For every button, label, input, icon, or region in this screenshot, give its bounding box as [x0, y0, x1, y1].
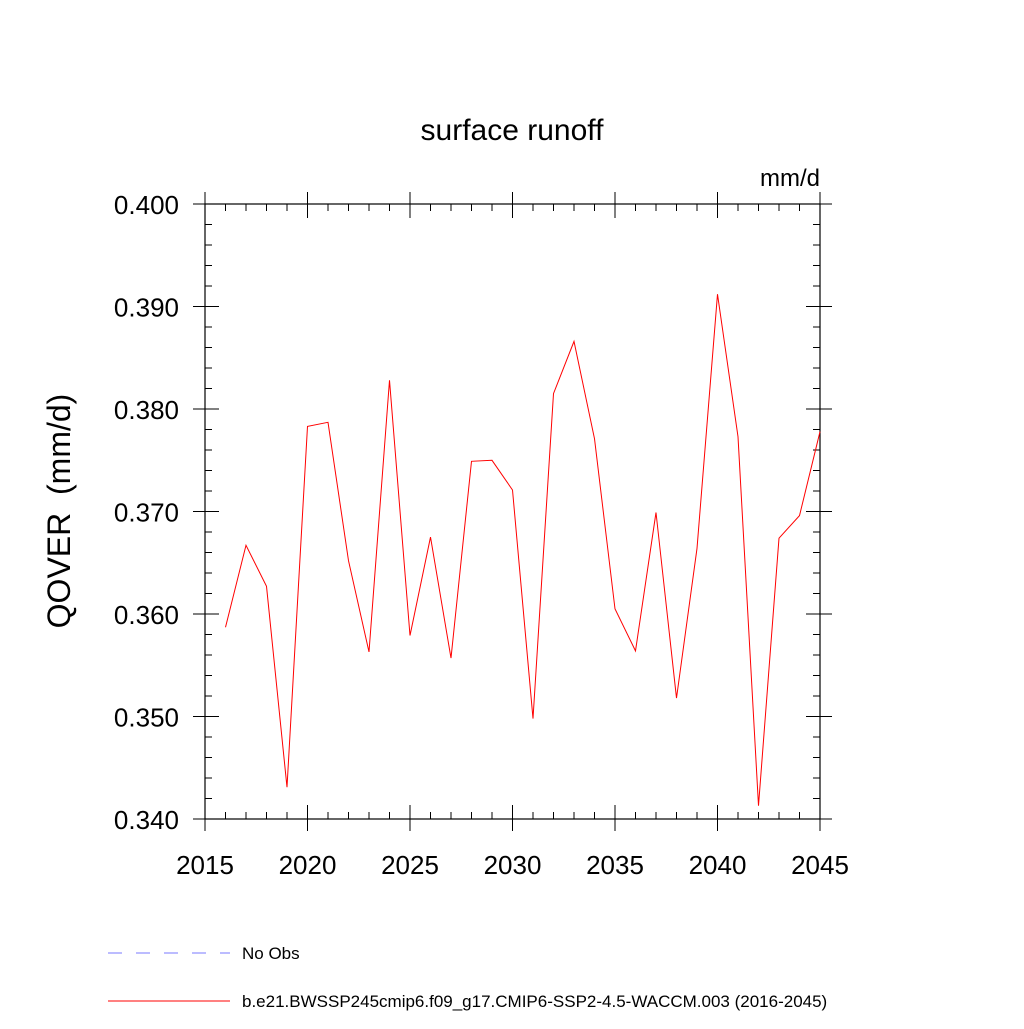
x-tick-label: 2025 [381, 850, 439, 880]
legend-label-obs: No Obs [242, 944, 300, 963]
plot-frame [205, 204, 820, 819]
axis-tick-labels: 2015 2020 2025 2030 2035 2040 2045 0.340 0.350 0.… [114, 190, 849, 880]
axis-ticks [193, 192, 832, 831]
series-line [226, 294, 821, 806]
legend: No Obs b.e21.BWSSP245cmip6.f09_g17.CMIP6… [108, 944, 827, 1011]
x-tick-label: 2020 [279, 850, 337, 880]
x-tick-label: 2030 [484, 850, 542, 880]
x-tick-label: 2015 [176, 850, 234, 880]
y-tick-label: 0.380 [114, 395, 179, 425]
y-tick-label: 0.340 [114, 805, 179, 835]
legend-label-model: b.e21.BWSSP245cmip6.f09_g17.CMIP6-SSP2-4… [242, 992, 827, 1011]
y-tick-label: 0.350 [114, 703, 179, 733]
y-tick-label: 0.400 [114, 190, 179, 220]
x-tick-label: 2045 [791, 850, 849, 880]
y-tick-label: 0.360 [114, 600, 179, 630]
x-tick-label: 2035 [586, 850, 644, 880]
y-tick-label: 0.390 [114, 293, 179, 323]
series-layer [225, 294, 820, 806]
y-tick-label: 0.370 [114, 498, 179, 528]
units-label: mm/d [760, 165, 820, 192]
x-tick-label: 2040 [689, 850, 747, 880]
chart-title: surface runoff [421, 114, 605, 147]
y-axis-label: QOVER (mm/d) [41, 394, 77, 629]
